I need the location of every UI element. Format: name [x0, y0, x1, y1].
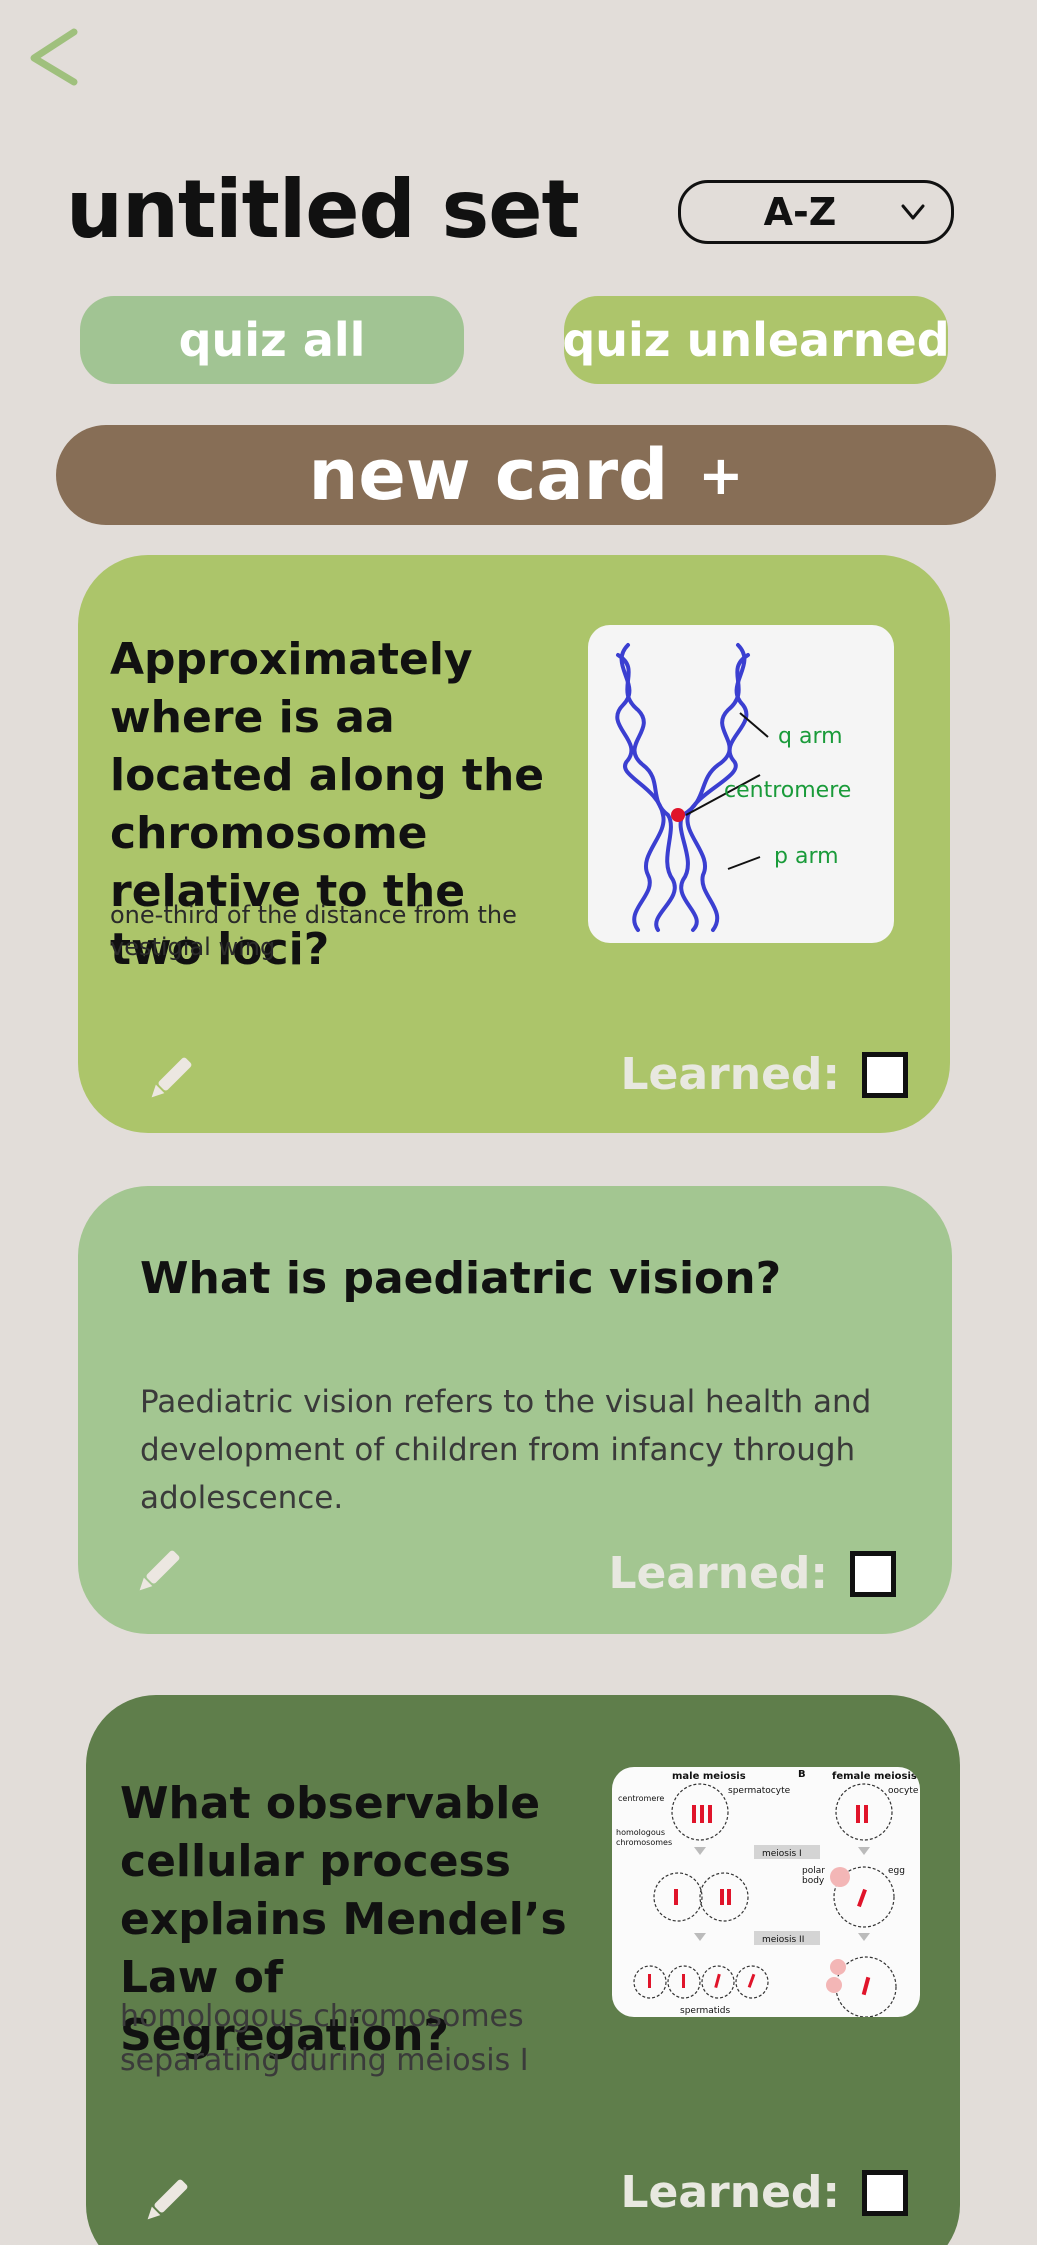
flashcard[interactable]: What observable cellular process explain… — [86, 1695, 960, 2245]
quiz-unlearned-button[interactable]: quiz unlearned — [562, 296, 950, 384]
learned-label: Learned: — [608, 1548, 828, 1599]
label-chromosomes: chromosomes — [616, 1838, 672, 1847]
sort-selected-value: A-Z — [763, 190, 837, 234]
chromatid-right-coil — [678, 653, 750, 932]
label-polar: polar — [802, 1866, 825, 1876]
learned-checkbox[interactable] — [862, 1051, 908, 1098]
quiz-all-button[interactable]: quiz all — [80, 296, 464, 384]
edit-pencil-icon[interactable] — [130, 1544, 186, 1600]
label-homologous: homologous — [616, 1828, 665, 1837]
card-question: What observable cellular process explain… — [120, 1778, 567, 2061]
chromatid-left-coil — [616, 653, 677, 932]
edit-pencil-icon[interactable] — [142, 1051, 198, 1107]
card-image-chromosome: q arm centromere p arm — [588, 625, 894, 943]
back-button[interactable] — [22, 18, 92, 98]
flashcard[interactable]: Approximately where is aa located along … — [78, 555, 950, 1133]
label-egg: egg — [888, 1866, 905, 1876]
set-title: untitled set — [66, 163, 580, 256]
label-spermatids: spermatids — [680, 2006, 731, 2016]
chevron-down-icon — [901, 204, 925, 220]
label-meiosis-2: meiosis II — [762, 1935, 804, 1945]
learned-checkbox[interactable] — [862, 2169, 908, 2216]
label-female-meiosis: female meiosis — [832, 1771, 917, 1782]
card-answer: one-third of the distance from the vesti… — [110, 901, 517, 961]
new-card-label: new card — [308, 434, 669, 516]
label-centromere: centromere — [618, 1794, 664, 1803]
flashcard[interactable]: What is paediatric vision? Paediatric vi… — [78, 1186, 952, 1634]
card-answer: Paediatric vision refers to the visual h… — [140, 1384, 872, 1516]
new-card-button[interactable]: new card + — [56, 425, 996, 525]
back-chevron-icon — [30, 28, 78, 86]
label-centromere: centromere — [724, 778, 851, 803]
label-male-meiosis: male meiosis — [672, 1771, 746, 1782]
learned-checkbox[interactable] — [850, 1550, 896, 1597]
chromosome-diagram: q arm centromere p arm — [615, 643, 851, 932]
label-panel-b: B — [798, 1769, 806, 1780]
learned-label: Learned: — [620, 1049, 840, 1100]
plus-icon: + — [698, 443, 744, 507]
card-image-meiosis: male meiosis B female meiosis — [612, 1767, 920, 2017]
card-question: Approximately where is aa located along … — [110, 634, 545, 975]
label-oocyte: oocyte — [888, 1786, 919, 1796]
edit-pencil-icon[interactable] — [138, 2173, 194, 2229]
label-q-arm: q arm — [778, 724, 843, 749]
meiosis-diagram: male meiosis B female meiosis — [616, 1769, 919, 2017]
learned-toggle: Learned: — [620, 1049, 908, 1100]
centromere-dot — [671, 808, 685, 822]
card-question: What is paediatric vision? — [140, 1253, 782, 1304]
learned-toggle: Learned: — [620, 2167, 908, 2218]
label-meiosis-1: meiosis I — [762, 1849, 802, 1859]
label-p-arm: p arm — [774, 844, 839, 869]
label-spermatocyte: spermatocyte — [728, 1786, 791, 1796]
learned-toggle: Learned: — [608, 1548, 896, 1599]
sort-dropdown[interactable]: A-Z — [678, 180, 954, 244]
card-answer: homologous chromosomes separating during… — [120, 1999, 529, 2078]
label-body: body — [802, 1876, 825, 1886]
learned-label: Learned: — [620, 2167, 840, 2218]
